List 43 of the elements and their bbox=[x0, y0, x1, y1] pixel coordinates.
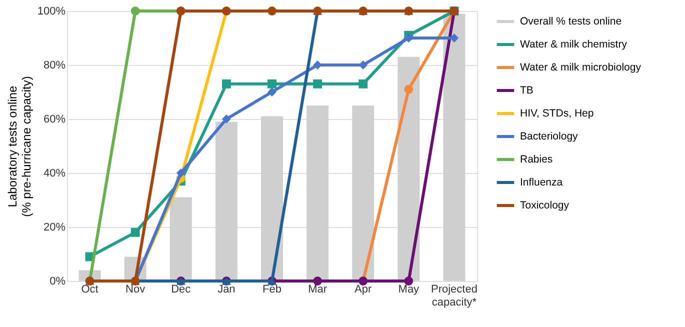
legend-label: Influenza bbox=[520, 176, 563, 188]
y-tick-label: 80% bbox=[43, 60, 66, 72]
bar bbox=[398, 56, 420, 281]
bar bbox=[261, 116, 283, 281]
point bbox=[268, 88, 276, 96]
legend-label: Overall % tests online bbox=[520, 16, 622, 28]
legend-label: TB bbox=[520, 84, 534, 96]
point bbox=[130, 6, 140, 16]
x-tick-label: Feb bbox=[262, 284, 282, 296]
y-tick-label: 100% bbox=[37, 6, 66, 18]
x-tick-label: May bbox=[398, 284, 420, 296]
y-tick-label: 40% bbox=[43, 168, 66, 180]
x-tick-label: Mar bbox=[308, 284, 328, 296]
point bbox=[268, 79, 276, 88]
y-axis-title: Laboratory tests online (% pre-hurricane capacity) bbox=[5, 76, 34, 217]
bar bbox=[306, 106, 329, 281]
point bbox=[222, 79, 231, 88]
x-tick-label: Apr bbox=[354, 284, 372, 296]
legend-label: Water & milk microbiology bbox=[520, 62, 642, 74]
point bbox=[130, 228, 140, 237]
point bbox=[268, 6, 276, 16]
point bbox=[404, 84, 414, 94]
legend-label: Bacteriology bbox=[520, 130, 579, 142]
x-tick-label: Nov bbox=[126, 284, 146, 296]
legend-label: HIV, STDs, Hep bbox=[520, 108, 594, 120]
y-tick-label: 0% bbox=[50, 276, 66, 288]
x-tick-label: Projected capacity* bbox=[430, 284, 478, 308]
legend-label: Water & milk chemistry bbox=[520, 38, 628, 50]
x-tick-label: Jan bbox=[218, 284, 236, 296]
x-tick-label: Dec bbox=[171, 284, 192, 296]
legend-label: Rabies bbox=[520, 154, 553, 166]
x-tick-label: Oct bbox=[81, 284, 98, 296]
point bbox=[313, 79, 322, 88]
point bbox=[176, 168, 186, 178]
bar bbox=[352, 106, 374, 281]
bar bbox=[170, 197, 192, 281]
bar bbox=[443, 14, 466, 281]
y-tick-label: 60% bbox=[43, 114, 66, 126]
legend-label: Toxicology bbox=[520, 200, 570, 212]
y-tick-label: 20% bbox=[43, 222, 66, 234]
bar bbox=[215, 122, 238, 281]
point bbox=[358, 79, 368, 88]
point bbox=[222, 114, 231, 124]
